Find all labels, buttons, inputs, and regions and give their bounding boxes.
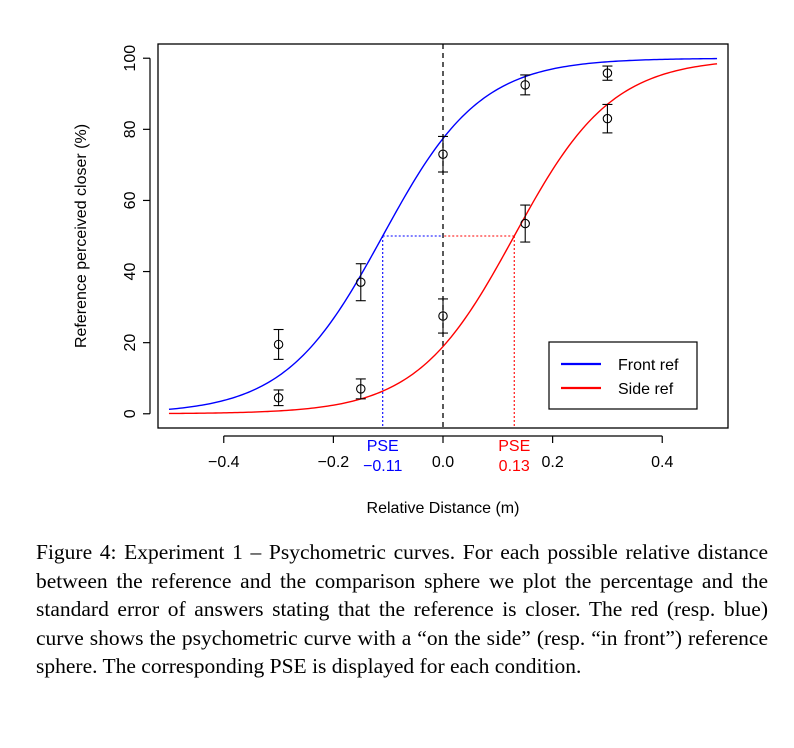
- y-tick-label: 40: [122, 263, 139, 281]
- data-point-1-1: [355, 378, 366, 400]
- data-point-1-3: [520, 204, 531, 243]
- legend-box: [548, 341, 698, 410]
- x-tick-label: −0.2: [318, 454, 350, 471]
- point-marker: [520, 80, 530, 90]
- point-marker: [438, 311, 448, 321]
- legend-label-0: Front ref: [618, 357, 679, 374]
- legend-label-1: Side ref: [618, 381, 674, 398]
- pse-label-0: PSE: [367, 438, 399, 455]
- y-axis: 0 20 40 60 80 100: [122, 45, 151, 418]
- x-tick-label: −0.4: [208, 454, 240, 471]
- curve-1: [168, 63, 718, 415]
- data-points: [273, 65, 613, 407]
- point-marker: [356, 277, 366, 287]
- y-tick-label: 80: [122, 120, 139, 138]
- point-marker: [356, 384, 366, 394]
- x-axis: −0.4 −0.2 0.0 0.2 0.4: [208, 435, 673, 471]
- point-marker: [602, 113, 613, 124]
- data-point-0-4: [602, 65, 613, 81]
- y-tick-label: 100: [122, 45, 139, 72]
- y-axis-label: Reference perceived closer (%): [73, 124, 90, 348]
- x-tick-label: 0.4: [651, 454, 673, 471]
- y-tick-label: 20: [122, 334, 139, 352]
- point-marker: [273, 393, 284, 403]
- y-tick-label: 60: [122, 191, 139, 209]
- plot-frame: [157, 43, 729, 429]
- data-point-1-4: [602, 103, 613, 134]
- data-point-0-0: [273, 328, 284, 360]
- pse-annotations: PSE −0.11 PSE 0.13: [363, 438, 530, 475]
- data-point-0-3: [520, 74, 531, 96]
- data-point-1-2: [438, 298, 448, 334]
- point-marker: [602, 68, 613, 78]
- figure-caption: Figure 4: Experiment 1 – Psychometric cu…: [36, 540, 768, 678]
- point-marker: [520, 218, 530, 229]
- x-axis-label: Relative Distance (m): [367, 500, 520, 517]
- data-point-0-1: [355, 263, 366, 302]
- x-tick-label: 0.2: [541, 454, 563, 471]
- legend: Front ref Side ref: [548, 341, 698, 410]
- data-point-0-2: [438, 135, 448, 173]
- pse-label-1: PSE: [498, 438, 530, 455]
- point-marker: [273, 339, 284, 350]
- x-tick-label: 0.0: [432, 454, 454, 471]
- point-marker: [438, 149, 448, 159]
- y-tick-label: 0: [122, 409, 139, 418]
- pse-value-0: −0.11: [363, 458, 402, 475]
- pse-value-1: 0.13: [499, 458, 530, 475]
- guide-lines: [382, 44, 515, 428]
- data-point-1-0: [273, 389, 284, 407]
